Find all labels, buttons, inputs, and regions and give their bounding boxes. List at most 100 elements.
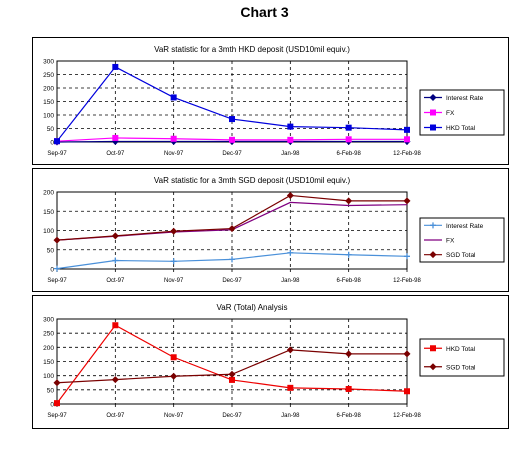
legend-marker: [429, 94, 437, 101]
legend-box: [419, 338, 505, 377]
total-var-chart: VaR (Total) Analysis 0 50 100 150 200 250 300 Se…: [43, 303, 505, 419]
y-tick-label: 0: [50, 140, 54, 147]
data-point: [286, 191, 294, 199]
data-point: [403, 350, 411, 358]
data-point: [170, 354, 177, 361]
data-point: [111, 137, 119, 145]
data-point: [404, 126, 410, 133]
y-tick-label: 0: [50, 267, 54, 274]
x-tick-label: Oct-97: [106, 278, 125, 284]
legend-label: HKD Total: [446, 125, 476, 132]
x-tick-label: Dec-97: [222, 278, 242, 284]
x-tick-label: 12-Feb-98: [393, 413, 421, 419]
data-point: [170, 372, 178, 380]
sgd-var-chart: VaR statistic for a 3mth SGD deposit (US…: [43, 176, 505, 284]
hkd-var-chart: VaR statistic for a 3mth HKD deposit (US…: [43, 45, 505, 157]
chart-title: VaR statistic for a 3mth HKD deposit (US…: [154, 45, 350, 54]
y-tick-label: 0: [50, 402, 54, 409]
y-tick-label: 100: [43, 373, 54, 380]
data-point: [112, 63, 119, 70]
data-point: [112, 257, 119, 264]
y-tick-label: 50: [47, 387, 55, 394]
data-point: [229, 256, 235, 263]
y-tick-label: 200: [43, 190, 54, 197]
x-tick-label: 6-Feb-98: [336, 278, 361, 284]
y-tick-label: 250: [43, 331, 54, 338]
data-point: [170, 135, 177, 142]
x-tick-label: 6-Feb-98: [336, 151, 361, 157]
x-tick-label: Dec-97: [222, 413, 242, 419]
legend-label: HKD Total: [446, 346, 476, 353]
x-tick-label: Dec-97: [222, 151, 242, 157]
legend-marker: [430, 345, 436, 352]
y-tick-label: 50: [47, 247, 55, 254]
legend-marker: [430, 124, 436, 131]
x-tick-label: Nov-97: [164, 413, 184, 419]
chart-panel-sgd: VaR statistic for a 3mth SGD deposit (US…: [32, 168, 509, 292]
legend-marker: [430, 222, 436, 229]
data-point: [404, 253, 410, 260]
data-point: [345, 385, 352, 392]
legend-label: SGD Total: [446, 252, 476, 259]
data-point: [404, 388, 410, 395]
x-tick-label: 12-Feb-98: [393, 278, 421, 284]
y-tick-label: 300: [43, 317, 54, 324]
data-point: [54, 265, 60, 272]
x-tick-label: Sep-97: [47, 151, 67, 157]
x-tick-label: Sep-97: [47, 413, 67, 419]
page-title: Chart 3: [240, 4, 289, 20]
data-point: [345, 124, 352, 131]
x-tick-label: Sep-97: [47, 278, 67, 284]
legend-marker: [429, 251, 437, 259]
data-point: [170, 258, 177, 265]
x-tick-label: Jan-98: [281, 278, 300, 284]
legend-label: FX: [446, 238, 455, 245]
data-point: [228, 225, 236, 233]
x-tick-label: Jan-98: [281, 413, 300, 419]
x-tick-label: Oct-97: [106, 151, 125, 157]
chart-panel-total: VaR (Total) Analysis 0 50 100 150 200 250 300 Se…: [32, 295, 509, 429]
y-tick-label: 250: [43, 72, 54, 79]
data-point: [286, 346, 294, 354]
x-tick-label: 12-Feb-98: [393, 151, 421, 157]
y-tick-label: 50: [47, 126, 55, 133]
x-tick-label: Nov-97: [164, 151, 184, 157]
chart-panel-hkd: VaR statistic for a 3mth HKD deposit (US…: [32, 37, 509, 165]
data-point: [287, 384, 294, 391]
x-tick-label: Jan-98: [281, 151, 300, 157]
data-point: [229, 136, 235, 143]
legend-marker: [430, 109, 436, 116]
data-point: [112, 134, 119, 141]
data-point: [228, 370, 236, 378]
data-point: [54, 138, 60, 145]
y-tick-label: 150: [43, 359, 54, 366]
data-point: [54, 400, 60, 407]
data-point: [345, 136, 352, 143]
y-tick-label: 200: [43, 86, 54, 93]
x-tick-label: Oct-97: [106, 413, 125, 419]
data-point: [170, 94, 177, 101]
data-point: [345, 197, 353, 205]
data-point: [53, 236, 61, 244]
data-point: [287, 123, 294, 130]
legend-marker: [429, 363, 437, 371]
legend-label: FX: [446, 110, 455, 117]
legend-label: Interest Rate: [446, 95, 484, 102]
data-point: [53, 379, 61, 387]
chart-title: VaR (Total) Analysis: [217, 303, 288, 312]
x-tick-label: 6-Feb-98: [336, 413, 361, 419]
data-point: [229, 376, 235, 383]
data-point: [404, 136, 410, 143]
y-tick-label: 150: [43, 99, 54, 106]
data-point: [345, 350, 353, 358]
legend-label: Interest Rate: [446, 223, 484, 230]
y-tick-label: 100: [43, 113, 54, 120]
data-point: [229, 116, 235, 123]
data-point: [403, 197, 411, 205]
data-point: [111, 376, 119, 384]
y-tick-label: 200: [43, 345, 54, 352]
y-tick-label: 100: [43, 228, 54, 235]
y-tick-label: 150: [43, 209, 54, 216]
data-point: [112, 322, 119, 329]
data-point: [111, 232, 119, 240]
